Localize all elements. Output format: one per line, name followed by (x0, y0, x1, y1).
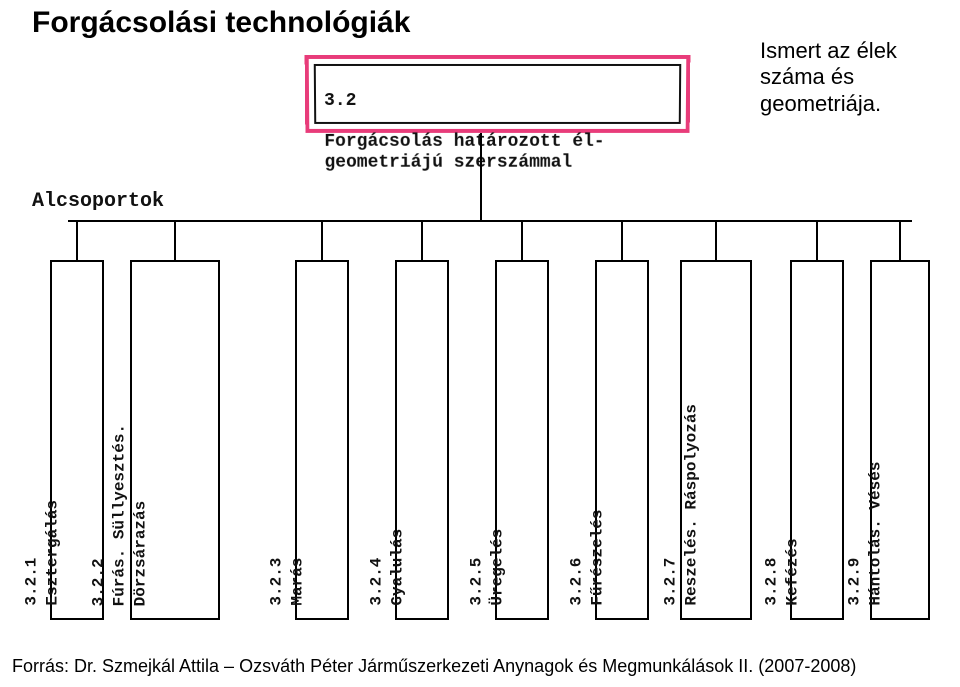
leaf-label: 3.2.6Fűrészelés (566, 510, 608, 606)
annotation-text: Ismert az élekszáma ésgeometriája. (760, 38, 897, 116)
connector-leaf-stem (899, 222, 901, 262)
leaf-node: 3.2.5Üregelés (495, 260, 549, 620)
connector-leaf-stem (76, 222, 78, 262)
footer-source: Forrás: Dr. Szmejkál Attila – Ozsváth Pé… (12, 656, 856, 677)
leaf-label: 3.2.8Kefézés (761, 539, 803, 606)
leaf-node: 3.2.9Hántolás. Vésés (870, 260, 930, 620)
connector-root-drop (480, 175, 482, 222)
connector-horizontal-bus (68, 220, 912, 222)
diagram-page: Forgácsolási technológiák Ismert az élek… (0, 0, 960, 687)
subgroups-label: Alcsoportok (32, 190, 164, 213)
connector-leaf-stem (174, 222, 176, 262)
connector-leaf-stem (321, 222, 323, 262)
leaves-row: 3.2.1Esztergálás3.2.2Fúrás. Süllyesztés.… (40, 260, 940, 630)
leaf-node: 3.2.7Reszelés. Ráspolyozás (680, 260, 752, 620)
leaf-node: 3.2.6Fűrészelés (595, 260, 649, 620)
connector-leaf-stem (621, 222, 623, 262)
leaf-node: 3.2.8Kefézés (790, 260, 844, 620)
leaf-label: 3.2.5Üregelés (466, 529, 508, 606)
root-node: 3.2 Forgácsolás határozott él-geometriáj… (305, 55, 691, 133)
leaf-label: 3.2.7Reszelés. Ráspolyozás (660, 404, 702, 606)
leaf-node: 3.2.4Gyalulás (395, 260, 449, 620)
leaf-label: 3.2.1Esztergálás (21, 500, 63, 606)
page-title: Forgácsolási technológiák (32, 6, 410, 40)
leaf-label: 3.2.9Hántolás. Vésés (844, 462, 886, 606)
connector-leaf-stem (421, 222, 423, 262)
leaf-label: 3.2.2Fúrás. Süllyesztés.Dörzsárazás (89, 424, 151, 606)
leaf-node: 3.2.3Marás (295, 260, 349, 620)
root-text: Forgácsolás határozott él-geometriájú sz… (324, 132, 604, 172)
connector-leaf-stem (715, 222, 717, 262)
connector-leaf-stem (521, 222, 523, 262)
side-annotation: Ismert az élekszáma ésgeometriája. (760, 38, 897, 117)
leaf-node: 3.2.2Fúrás. Süllyesztés.Dörzsárazás (130, 260, 220, 620)
root-node-inner: 3.2 Forgácsolás határozott él-geometriáj… (314, 64, 681, 124)
connector-leaf-stem (816, 222, 818, 262)
leaf-label: 3.2.3Marás (266, 558, 308, 606)
connector-root-vertical (480, 133, 482, 175)
leaf-label: 3.2.4Gyalulás (366, 529, 408, 606)
root-number: 3.2 (324, 91, 357, 111)
